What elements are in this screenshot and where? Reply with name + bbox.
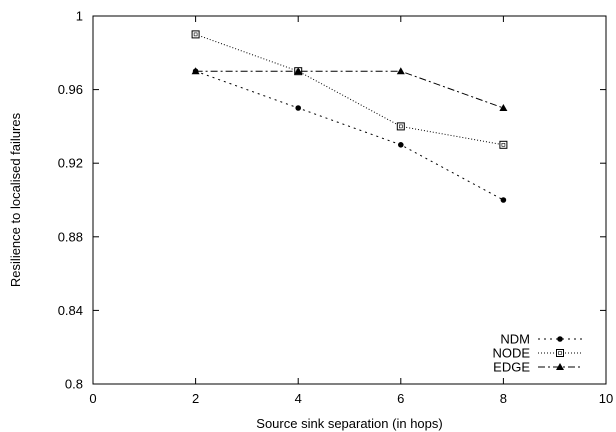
y-tick-label: 0.84 [58, 303, 83, 318]
y-tick-label: 0.96 [58, 82, 83, 97]
legend-marker-node-inner [558, 351, 562, 355]
x-tick-label: 8 [500, 391, 507, 406]
series-node [191, 30, 508, 149]
data-point-node [396, 122, 405, 131]
legend-label: NDM [500, 332, 530, 347]
data-point-node-inner [501, 143, 506, 147]
x-tick-label: 4 [295, 391, 302, 406]
plot-frame [92, 15, 607, 385]
series-edge [191, 67, 508, 111]
series-ndm [192, 68, 507, 203]
series-line-node [195, 33, 504, 146]
x-tick-label: 2 [192, 391, 199, 406]
data-point-node-inner [193, 32, 198, 37]
legend-marker-ndm [557, 336, 563, 342]
legend-marker-node [556, 349, 564, 357]
data-point-edge [294, 67, 303, 75]
x-tick-label: 6 [397, 391, 404, 406]
series-layer [191, 30, 508, 203]
data-point-node [191, 30, 200, 39]
legend-item-edge: EDGE [493, 360, 582, 375]
y-axis-label: Resilience to localised failures [8, 112, 23, 287]
series-line-edge [195, 70, 504, 109]
data-point-edge [191, 67, 200, 75]
x-axis-label: Source sink separation (in hops) [256, 416, 442, 431]
data-point-edge [499, 104, 508, 111]
legend-marker-edge [556, 363, 564, 370]
data-point-ndm [500, 197, 507, 203]
legend-label: NODE [492, 346, 530, 361]
y-tick-label: 1 [76, 9, 83, 24]
y-tick-label: 0.88 [58, 229, 83, 244]
data-point-ndm [398, 142, 404, 148]
data-point-ndm [295, 105, 302, 111]
series-line-ndm [195, 70, 504, 201]
legend-item-ndm: NDM [500, 332, 582, 347]
ticks-layer: 0 2 4 6 8 10 0.8 0.84 0.88 0.92 0.96 1 [58, 9, 614, 407]
y-tick-label: 0.8 [65, 377, 83, 392]
legend-label: EDGE [493, 360, 530, 375]
x-tick-label: 10 [599, 391, 613, 406]
y-tick-label: 0.92 [58, 156, 83, 171]
legend-item-node: NODE [492, 346, 582, 361]
data-point-node-inner [398, 124, 403, 129]
data-point-edge [396, 67, 405, 75]
x-tick-label: 0 [89, 391, 96, 406]
data-point-node [499, 140, 508, 149]
